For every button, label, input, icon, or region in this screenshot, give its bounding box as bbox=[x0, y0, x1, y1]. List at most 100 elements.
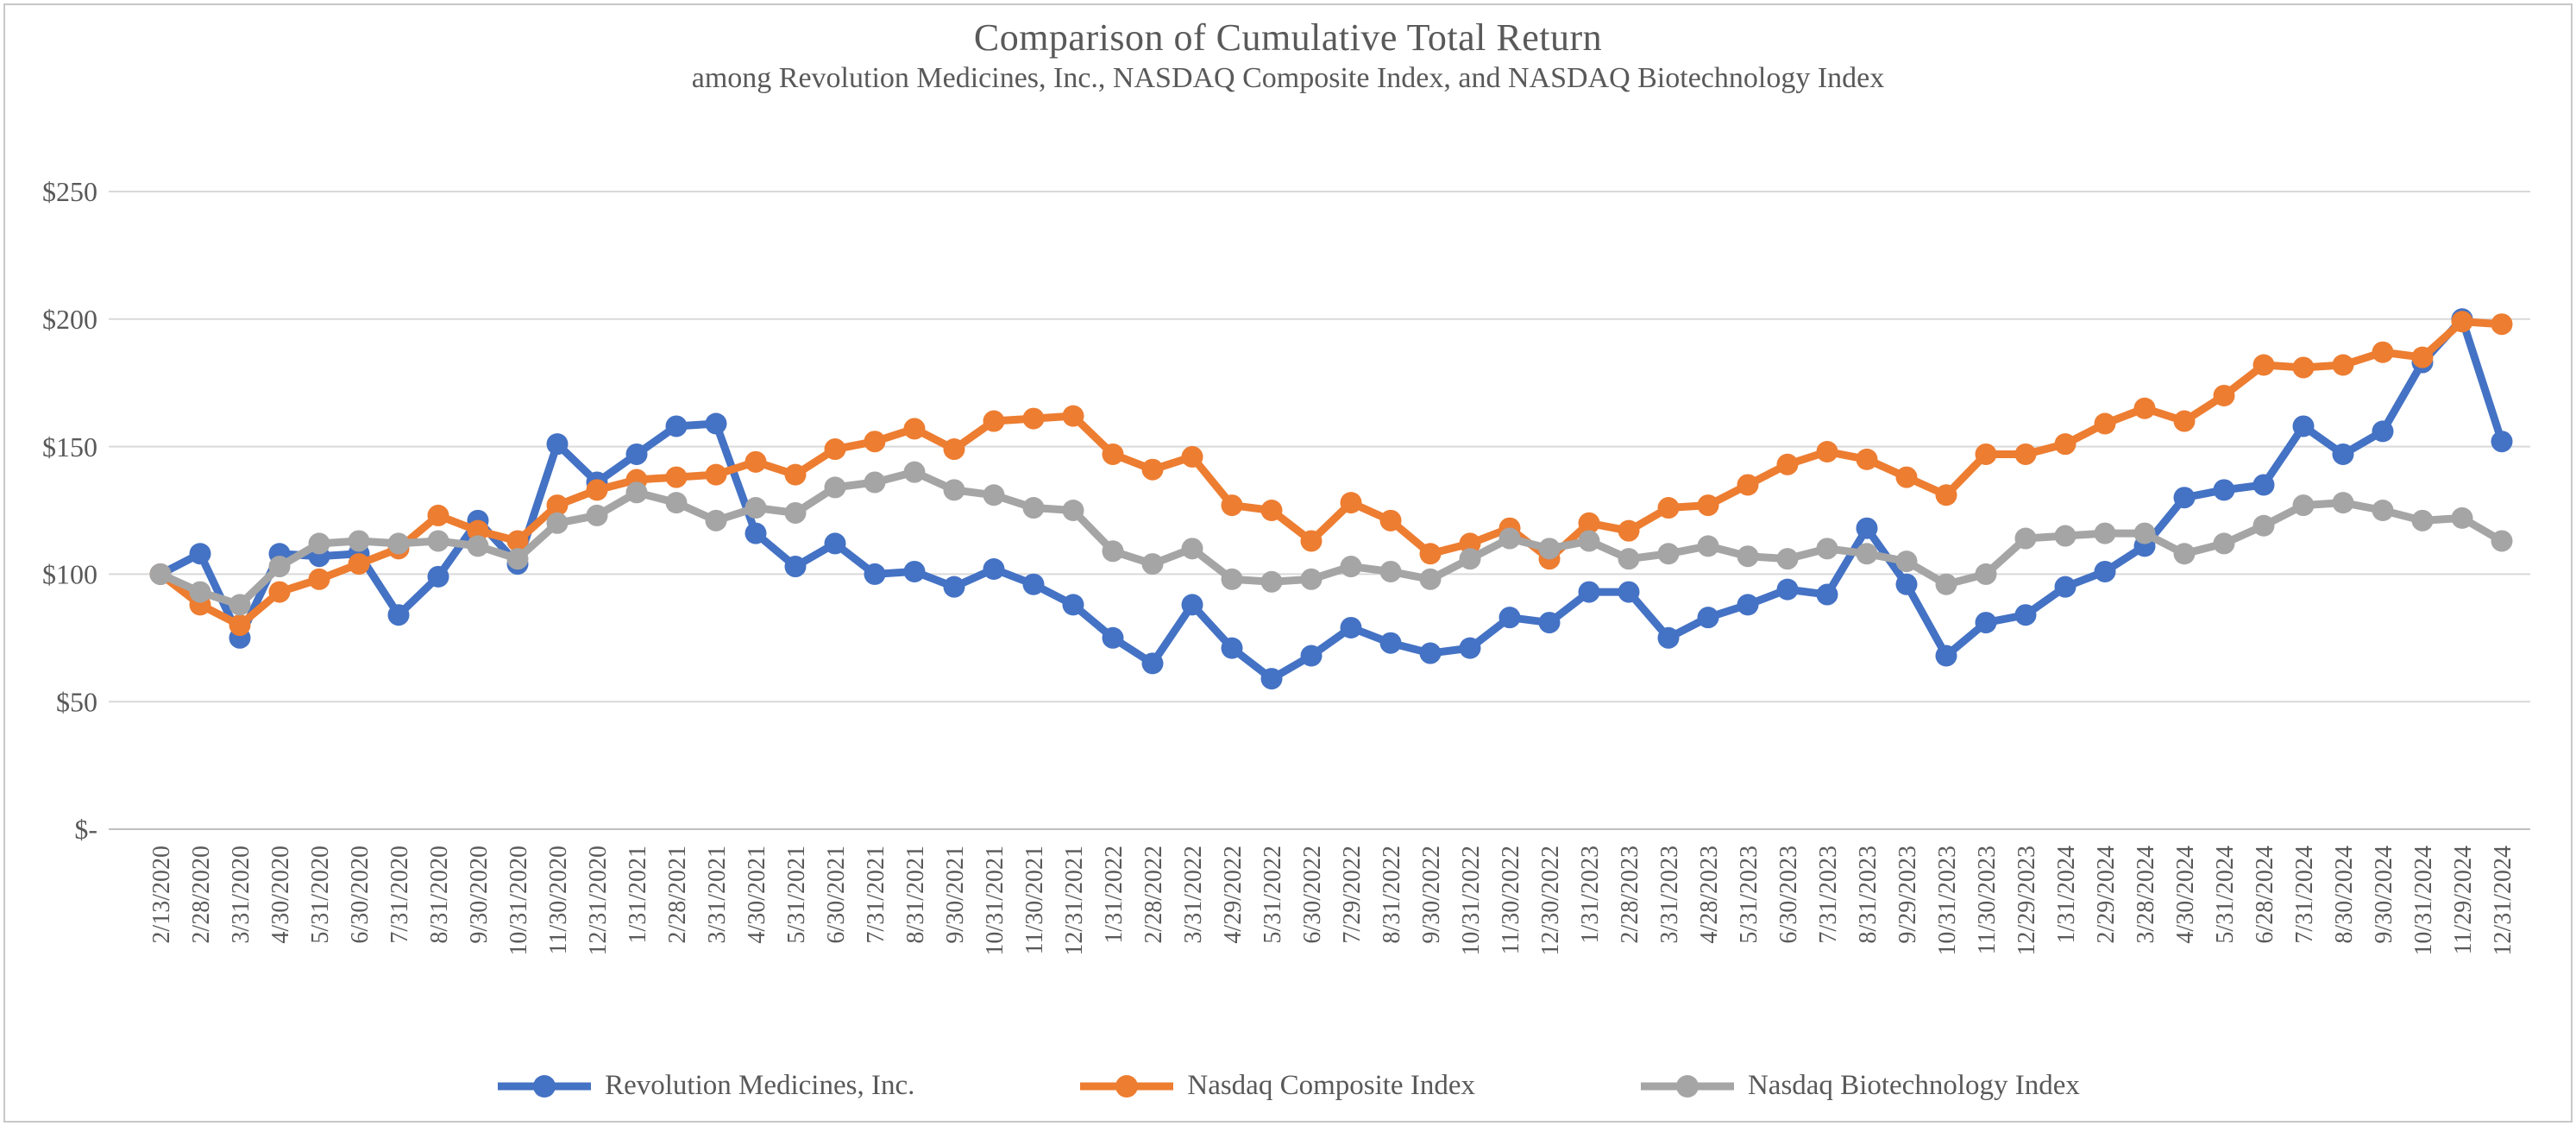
x-axis-tick-label: 1/31/2021 bbox=[625, 846, 651, 944]
data-point-marker bbox=[2133, 397, 2156, 419]
data-point-marker bbox=[1379, 560, 1402, 582]
x-axis-tick-label: 6/30/2022 bbox=[1299, 846, 1326, 944]
x-axis-tick-label: 7/31/2021 bbox=[863, 846, 889, 944]
data-point-marker bbox=[1975, 443, 1997, 465]
data-point-marker bbox=[943, 576, 965, 598]
x-axis-tick-label: 9/30/2021 bbox=[942, 846, 969, 944]
data-point-marker bbox=[2292, 494, 2315, 517]
data-point-marker bbox=[1022, 407, 1045, 430]
data-point-marker bbox=[348, 553, 370, 576]
data-point-marker bbox=[586, 504, 608, 526]
data-point-marker bbox=[1856, 517, 1878, 539]
data-point-marker bbox=[229, 594, 251, 616]
data-point-marker bbox=[1657, 543, 1680, 565]
data-point-marker bbox=[427, 504, 449, 526]
legend-marker-icon bbox=[498, 1074, 592, 1098]
data-point-marker bbox=[1856, 448, 1878, 470]
data-point-marker bbox=[943, 438, 965, 461]
data-point-marker bbox=[387, 604, 410, 626]
x-axis-tick-label: 4/30/2020 bbox=[267, 846, 294, 944]
data-point-marker bbox=[506, 530, 529, 552]
data-point-marker bbox=[1618, 548, 1640, 570]
data-point-marker bbox=[705, 463, 727, 486]
data-point-marker bbox=[2332, 443, 2354, 465]
data-point-marker bbox=[1459, 548, 1481, 570]
x-axis-tick-label: 6/30/2020 bbox=[347, 846, 374, 944]
data-point-marker bbox=[2372, 420, 2394, 443]
data-point-marker bbox=[1975, 563, 1997, 585]
series-line bbox=[156, 318, 2506, 630]
data-point-marker bbox=[943, 479, 965, 501]
data-point-marker bbox=[1141, 458, 1164, 481]
x-axis-tick-label: 4/30/2024 bbox=[2172, 846, 2199, 944]
data-point-marker bbox=[1102, 540, 1124, 563]
x-axis-tick-label: 4/28/2023 bbox=[1696, 846, 1723, 944]
data-point-marker bbox=[983, 557, 1005, 580]
data-point-marker bbox=[1459, 532, 1481, 555]
data-point-marker bbox=[2014, 443, 2037, 465]
data-point-marker bbox=[2094, 560, 2116, 582]
x-axis-tick-label: 5/31/2022 bbox=[1260, 846, 1286, 944]
x-axis-tick-label: 7/31/2024 bbox=[2291, 846, 2318, 944]
legend-marker-icon bbox=[1080, 1074, 1174, 1098]
data-point-marker bbox=[625, 443, 648, 465]
x-axis-tick-label: 10/31/2022 bbox=[1458, 846, 1485, 956]
data-point-marker bbox=[1737, 474, 1759, 496]
data-point-marker bbox=[1618, 519, 1640, 542]
data-point-marker bbox=[864, 471, 886, 494]
data-point-marker bbox=[2451, 311, 2473, 333]
y-axis-tick-label: $250 bbox=[42, 176, 97, 207]
data-point-marker bbox=[1895, 573, 1918, 595]
data-point-marker bbox=[903, 418, 926, 440]
data-point-marker bbox=[2411, 509, 2434, 532]
data-point-marker bbox=[1141, 652, 1164, 675]
y-axis-tick-label: $- bbox=[74, 814, 97, 845]
data-point-marker bbox=[665, 466, 688, 488]
data-point-marker bbox=[1618, 581, 1640, 603]
x-axis-tick-label: 10/31/2020 bbox=[506, 846, 532, 956]
x-axis-tick-label: 2/13/2020 bbox=[148, 846, 175, 944]
data-point-marker bbox=[1816, 538, 1838, 560]
data-point-marker bbox=[1657, 626, 1680, 649]
data-point-marker bbox=[864, 563, 886, 585]
data-point-marker bbox=[1300, 568, 1323, 590]
legend-item-nasdaq-composite-index: Nasdaq Composite Index bbox=[1078, 1070, 1475, 1102]
data-point-marker bbox=[903, 461, 926, 483]
data-point-marker bbox=[1300, 645, 1323, 667]
x-axis-tick-label: 9/30/2022 bbox=[1418, 846, 1445, 944]
data-point-marker bbox=[1102, 443, 1124, 465]
data-point-marker bbox=[2054, 525, 2077, 547]
x-axis-tick-label: 3/31/2021 bbox=[704, 846, 731, 944]
data-point-marker bbox=[1062, 594, 1084, 616]
data-point-marker bbox=[1221, 494, 1243, 517]
data-point-marker bbox=[1459, 637, 1481, 659]
x-axis-tick-label: 6/28/2024 bbox=[2252, 846, 2278, 944]
data-point-marker bbox=[1181, 445, 1203, 468]
data-point-marker bbox=[1221, 637, 1243, 659]
x-axis-tick-label: 5/31/2023 bbox=[1736, 846, 1762, 944]
data-point-marker bbox=[308, 532, 330, 555]
data-point-marker bbox=[1221, 568, 1243, 590]
data-point-marker bbox=[2094, 412, 2116, 435]
y-axis-tick-label: $100 bbox=[42, 559, 97, 590]
series-nasdaq-composite-index bbox=[149, 311, 2513, 637]
data-point-marker bbox=[1379, 509, 1402, 532]
data-point-marker bbox=[1697, 607, 1719, 629]
data-point-marker bbox=[2292, 415, 2315, 437]
data-point-marker bbox=[1538, 538, 1561, 560]
data-point-marker bbox=[1776, 578, 1799, 601]
data-point-marker bbox=[2133, 522, 2156, 544]
data-point-marker bbox=[2332, 354, 2354, 376]
data-point-marker bbox=[1697, 535, 1719, 557]
x-axis-tick-label: 8/31/2020 bbox=[426, 846, 453, 944]
data-point-marker bbox=[1578, 512, 1600, 534]
x-axis-tick-label: 1/31/2022 bbox=[1101, 846, 1128, 944]
y-axis-tick-label: $200 bbox=[42, 304, 97, 335]
data-point-marker bbox=[1260, 500, 1283, 521]
data-point-marker bbox=[2213, 384, 2235, 406]
x-axis-tick-label: 8/31/2021 bbox=[902, 846, 929, 944]
x-axis-tick-label: 7/31/2020 bbox=[386, 846, 413, 944]
data-point-marker bbox=[387, 532, 410, 555]
data-point-marker bbox=[1498, 527, 1521, 550]
